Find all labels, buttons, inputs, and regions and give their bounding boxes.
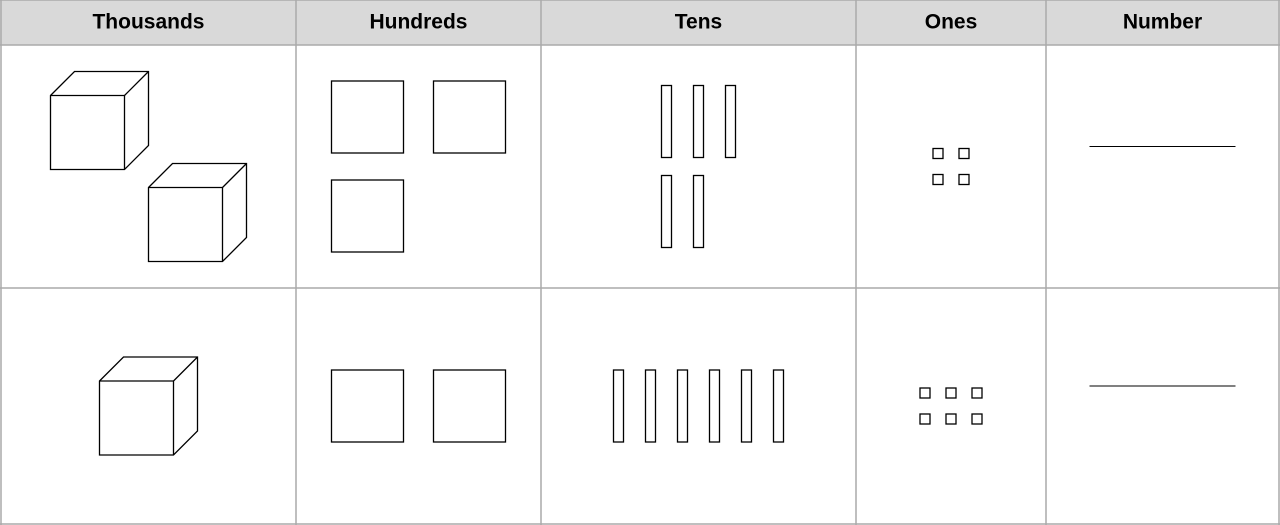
block-face <box>612 369 625 443</box>
block-face <box>330 80 405 154</box>
block-face <box>958 147 970 160</box>
block-face <box>692 174 705 249</box>
block-face <box>772 369 785 443</box>
header-band <box>0 0 1280 45</box>
hundreds-blocks <box>330 369 507 443</box>
block-face <box>676 369 689 443</box>
thousands-blocks <box>49 70 248 263</box>
column-header: Hundreds <box>369 11 467 34</box>
cube <box>49 70 150 171</box>
column-header: Thousands <box>92 11 204 34</box>
block-face <box>971 387 983 399</box>
block-face <box>919 413 931 425</box>
thousands-blocks <box>98 356 199 456</box>
column-header: Number <box>1123 11 1202 34</box>
tens-blocks <box>660 84 737 249</box>
block-face <box>740 369 753 443</box>
block-face <box>945 387 957 399</box>
block-face <box>432 80 507 154</box>
column-header: Ones <box>925 11 978 34</box>
column-header: Tens <box>675 11 722 34</box>
cube <box>98 356 199 456</box>
block-face <box>932 173 944 186</box>
block-face <box>432 369 507 443</box>
block-face <box>724 84 737 159</box>
block-face <box>692 84 705 159</box>
block-face <box>958 173 970 186</box>
block-face <box>932 147 944 160</box>
ones-blocks <box>919 387 983 425</box>
ones-blocks <box>932 147 970 186</box>
block-face <box>708 369 721 443</box>
block-face <box>330 179 405 253</box>
block-face <box>660 84 673 159</box>
block-face <box>644 369 657 443</box>
cube <box>147 162 248 263</box>
block-face <box>660 174 673 249</box>
block-face <box>919 387 931 399</box>
tens-blocks <box>612 369 785 443</box>
hundreds-blocks <box>330 80 507 253</box>
block-face <box>971 413 983 425</box>
block-face <box>330 369 405 443</box>
block-face <box>945 413 957 425</box>
